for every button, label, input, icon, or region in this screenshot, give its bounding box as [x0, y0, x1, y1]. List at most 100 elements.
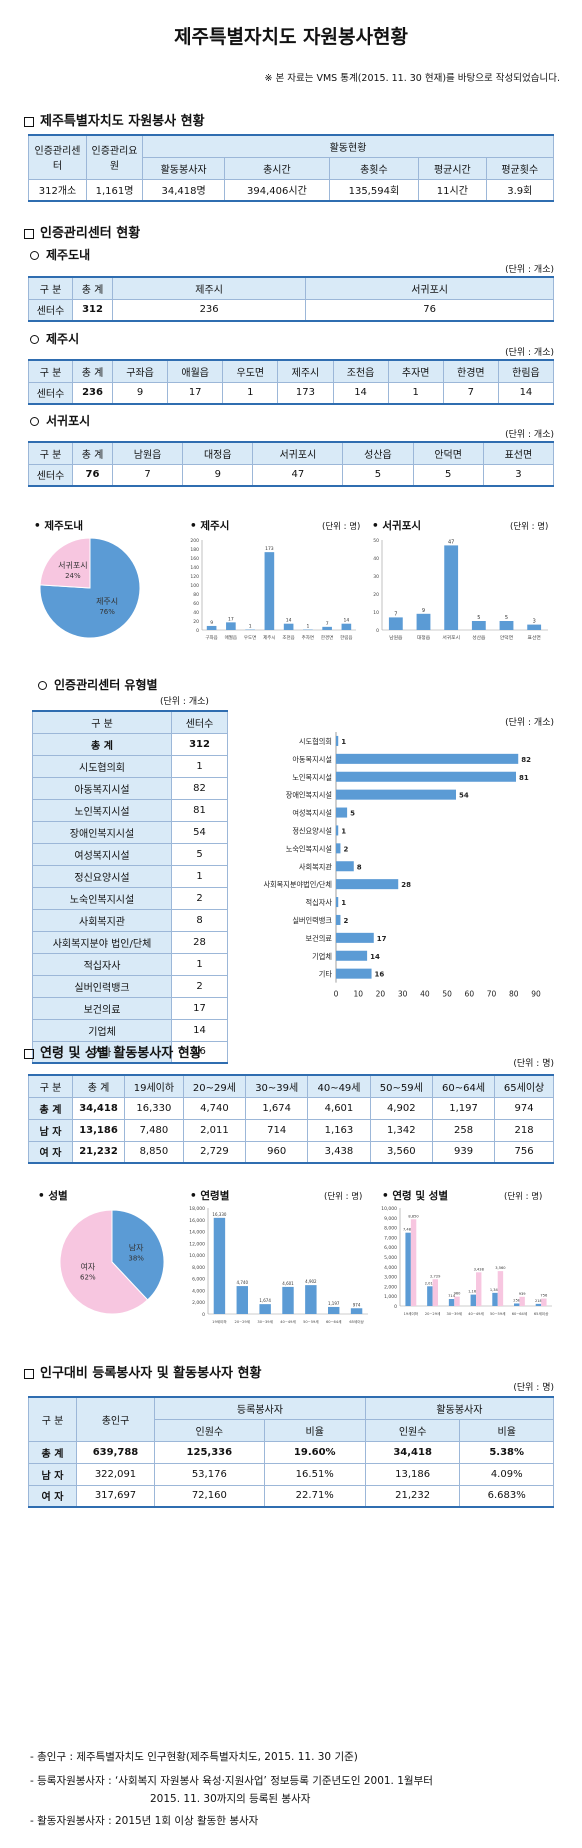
- unit-label: (단위 : 명): [504, 1192, 543, 1202]
- slice-label: 서귀포시: [58, 560, 87, 570]
- bar: [336, 950, 368, 961]
- bar-value-label: 54: [459, 792, 469, 800]
- total-label: 총 계: [32, 732, 172, 756]
- col-header: 총 계: [72, 276, 113, 300]
- cell: 2,011: [182, 1118, 247, 1142]
- bar-value-label: 2: [343, 917, 348, 925]
- y-category-label: 사회복지관: [299, 862, 332, 871]
- y-category-label: 기업체: [312, 952, 332, 961]
- cell: 394,406시간: [224, 178, 330, 202]
- y-tick-label: 4,000: [192, 1288, 205, 1294]
- type-value: 82: [171, 776, 228, 800]
- y-category-label: 정신요양시설: [292, 826, 332, 835]
- y-tick-label: 9,000: [384, 1216, 397, 1222]
- bar-value-label: 8,850: [408, 1214, 419, 1218]
- x-tick-label: 50: [442, 990, 452, 999]
- y-tick-label: 10,000: [189, 1253, 205, 1259]
- x-tick-label: 대정읍: [417, 634, 431, 641]
- cell: 6.683%: [459, 1484, 554, 1508]
- y-category-label: 노숙인복지시설: [286, 844, 332, 853]
- type-label: 아동복지시설: [32, 776, 172, 800]
- cell: 21,232: [72, 1140, 125, 1164]
- x-tick-label: 19세이하: [212, 1319, 227, 1324]
- bar-value-label: 17: [228, 616, 234, 622]
- unit-label: (단위 : 명): [513, 1383, 554, 1393]
- col-header: 65세이상: [494, 1074, 554, 1098]
- table-row: 보건의료 17: [32, 996, 228, 1020]
- bar: [454, 1296, 460, 1306]
- chart-pie1-title: • 제주도내: [34, 520, 84, 532]
- bar-value-label: 2: [343, 845, 348, 853]
- col-header: 50~59세: [369, 1074, 433, 1098]
- jeju-do-pie-chart: 제주시 76% 서귀포시 24%: [39, 537, 141, 639]
- cell: 여 자: [28, 1484, 77, 1508]
- x-tick-label: 애월읍: [225, 634, 237, 641]
- bar-value-label: 16: [375, 971, 385, 979]
- bar-value-label: 3: [533, 619, 536, 625]
- col-header: 60~64세: [431, 1074, 496, 1098]
- type-label: 노인복지시설: [32, 798, 172, 822]
- col-header: 인원수: [154, 1418, 265, 1442]
- bar: [444, 545, 459, 630]
- x-tick-label: 50~59세: [490, 1311, 505, 1316]
- x-tick-label: 40~49세: [468, 1311, 483, 1316]
- cell: 1,197: [431, 1096, 496, 1120]
- cell: 총 계: [28, 1096, 73, 1120]
- col-header: 대정읍: [182, 441, 254, 465]
- unit-label: (단위 : 개소): [160, 697, 209, 707]
- type-label: 적십자사: [32, 952, 172, 976]
- cell: 639,788: [76, 1440, 155, 1464]
- slice-label: 남자: [129, 1243, 144, 1252]
- type-label: 기업체: [32, 1018, 172, 1042]
- bar: [471, 621, 486, 630]
- cell: 4,902: [369, 1096, 433, 1120]
- bar-value-label: 4,902: [305, 1279, 317, 1284]
- table-row: 실버인력뱅크 2: [32, 974, 228, 998]
- y-category-label: 아동복지시설: [292, 755, 332, 764]
- bar-value-label: 939: [519, 1292, 527, 1296]
- bar-value-label: 47: [448, 539, 454, 545]
- cell: 22.71%: [263, 1484, 366, 1508]
- x-tick-label: 20~29세: [425, 1311, 440, 1316]
- bar: [492, 1292, 498, 1306]
- h-activity: 활동현황: [142, 134, 554, 158]
- bar-value-label: 7: [394, 611, 397, 617]
- unit-label: (단위 : 명): [513, 1059, 554, 1069]
- bar: [499, 621, 514, 630]
- bar-value-label: 16,330: [212, 1212, 226, 1217]
- x-tick-label: 우도면: [244, 634, 256, 641]
- y-tick-label: 120: [190, 574, 199, 580]
- slice-label: 제주시: [96, 597, 118, 606]
- bar-value-label: 1: [341, 827, 346, 835]
- y-tick-label: 14,000: [189, 1230, 205, 1236]
- cell: 939: [431, 1140, 496, 1164]
- x-tick-label: 추자면: [302, 634, 314, 641]
- bar-value-label: 1,674: [259, 1298, 271, 1303]
- y-tick-label: 18,000: [189, 1206, 205, 1212]
- y-category-label: 보건의료: [306, 934, 333, 943]
- x-tick-label: 40~49세: [280, 1319, 295, 1324]
- type-value: 5: [171, 842, 228, 866]
- cell: 남 자: [28, 1462, 77, 1486]
- cell: 14: [497, 381, 555, 405]
- bar-value-label: 4,740: [237, 1280, 249, 1285]
- y-tick-label: 0: [196, 628, 199, 634]
- type-label: 정신요양시설: [32, 864, 172, 888]
- col-header: 구 분: [28, 1074, 73, 1098]
- bar-value-label: 7: [326, 621, 329, 627]
- cell: 11시간: [418, 178, 487, 202]
- section-4-title: 연령 및 성별 활동봉사자 현황: [24, 1042, 202, 1061]
- source-note: ※ 본 자료는 VMS 통계(2015. 11. 30 현재)를 바탕으로 작성…: [264, 73, 561, 84]
- cell: 5: [412, 463, 484, 487]
- cell: 4.09%: [459, 1462, 554, 1486]
- type-value: 1: [171, 952, 228, 976]
- col-header: 19세이하: [124, 1074, 184, 1098]
- table-row: 시도협의회 1: [32, 754, 228, 778]
- y-tick-label: 160: [190, 556, 199, 562]
- col-header: 40~49세: [307, 1074, 371, 1098]
- y-tick-label: 0: [376, 628, 379, 634]
- type-label: 보건의료: [32, 996, 172, 1020]
- bar-value-label: 4,601: [282, 1281, 294, 1286]
- type-label: 기타: [32, 1040, 172, 1064]
